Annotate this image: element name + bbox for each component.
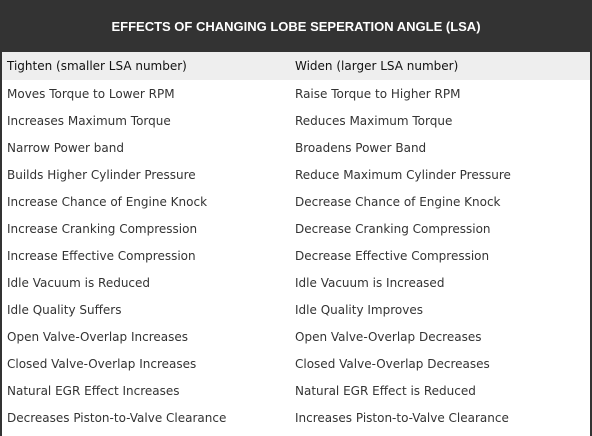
table-container: Tighten (smaller LSA number) Widen (larg… [2,52,590,436]
cell-widen-effect: Decrease Chance of Engine Knock [295,194,501,209]
table-row: Moves Torque to Lower RPM Raise Torque to… [2,80,590,107]
table-row: Natural EGR Effect Increases Natural EGR … [2,377,590,404]
cell-tighten-effect: Increases Maximum Torque [7,113,171,128]
lsa-effects-table: Tighten (smaller LSA number) Widen (larg… [2,52,590,431]
table-row: Idle Vacuum is Reduced Idle Vacuum is Inc… [2,269,590,296]
table-row: Narrow Power band Broadens Power Band [2,134,590,161]
cell-widen-effect: Decrease Cranking Compression [295,221,491,236]
cell-widen-effect: Decrease Effective Compression [295,248,490,263]
cell-tighten-effect: Moves Torque to Lower RPM [7,86,175,101]
table-row: Increases Maximum Torque Reduces Maximum … [2,107,590,134]
table-row: Idle Quality Suffers Idle Quality Improve… [2,296,590,323]
table-row: Increase Cranking Compression Decrease Cr… [2,215,590,242]
cell-tighten-effect: Open Valve-Overlap Increases [7,329,188,344]
cell-widen-effect: Raise Torque to Higher RPM [295,86,461,101]
cell-tighten-effect: Increase Effective Compression [7,248,196,263]
table-row: Increase Effective Compression Decrease E… [2,242,590,269]
column-header-widen: Widen (larger LSA number) [295,59,459,73]
table-row: Closed Valve-Overlap Increases Closed Val… [2,350,590,377]
table-row: Increase Chance of Engine Knock Decrease … [2,188,590,215]
cell-tighten-effect: Increase Cranking Compression [7,221,198,236]
table-row: Builds Higher Cylinder Pressure Reduce Ma… [2,161,590,188]
table-row: Decreases Piston-to-Valve Clearance Incre… [2,404,590,431]
cell-widen-effect: Closed Valve-Overlap Decreases [295,356,490,371]
cell-tighten-effect: Narrow Power band [7,140,124,155]
cell-tighten-effect: Builds Higher Cylinder Pressure [7,167,196,182]
table-body: Moves Torque to Lower RPM Raise Torque to… [2,80,590,431]
panel-title: EFFECTS OF CHANGING LOBE SEPERATION ANGL… [111,18,481,34]
cell-tighten-effect: Closed Valve-Overlap Increases [7,356,197,371]
cell-widen-effect: Idle Vacuum is Increased [295,275,445,290]
cell-tighten-effect: Idle Vacuum is Reduced [7,275,151,290]
cell-widen-effect: Broadens Power Band [295,140,427,155]
cell-widen-effect: Increases Piston-to-Valve Clearance [295,410,509,425]
column-header-tighten: Tighten (smaller LSA number) [7,59,187,73]
cell-tighten-effect: Idle Quality Suffers [7,302,122,317]
cell-tighten-effect: Natural EGR Effect Increases [7,383,180,398]
table-row: Open Valve-Overlap Increases Open Valve-O… [2,323,590,350]
cell-tighten-effect: Increase Chance of Engine Knock [7,194,208,209]
cell-widen-effect: Natural EGR Effect is Reduced [295,383,476,398]
cell-widen-effect: Reduces Maximum Torque [295,113,453,128]
cell-widen-effect: Open Valve-Overlap Decreases [295,329,482,344]
cell-tighten-effect: Decreases Piston-to-Valve Clearance [7,410,227,425]
cell-widen-effect: Reduce Maximum Cylinder Pressure [295,167,511,182]
cell-widen-effect: Idle Quality Improves [295,302,423,317]
header-row: Tighten (smaller LSA number) Widen (larg… [2,52,590,80]
